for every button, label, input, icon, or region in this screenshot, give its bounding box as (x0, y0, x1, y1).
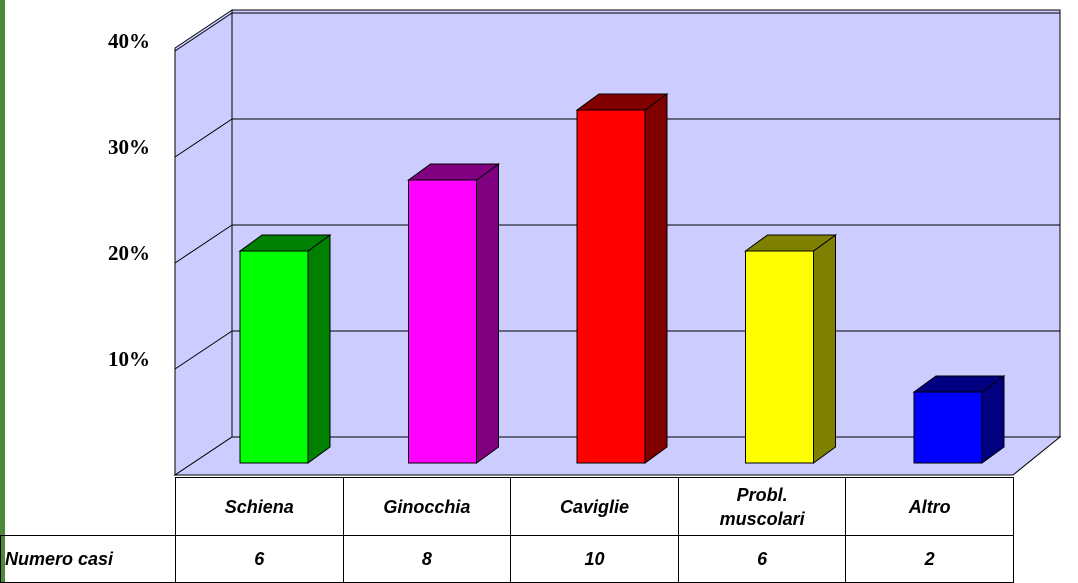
y-tick-label: 20% (108, 241, 150, 265)
side-border (0, 0, 5, 583)
y-tick-label: 40% (108, 29, 150, 53)
bar (239, 250, 309, 464)
category-cell: Probl. muscolari (677, 477, 847, 536)
count-cell-text: 6 (757, 549, 768, 569)
category-cell-text: Schiena (224, 496, 294, 517)
category-cell: Caviglie (510, 477, 679, 536)
count-cell-text: 8 (421, 549, 432, 569)
category-cell: Altro (845, 477, 1014, 536)
count-cell: 10 (510, 535, 679, 583)
category-cell: Ginocchia (342, 477, 512, 536)
count-cell: 8 (342, 535, 512, 583)
category-cell: Schiena (175, 477, 344, 536)
bar (913, 391, 983, 464)
category-cell-text: Caviglie (559, 496, 629, 517)
bar-side (813, 234, 836, 464)
grid-line (174, 12, 233, 52)
count-cell: 2 (845, 535, 1014, 583)
bar-side (644, 93, 668, 464)
row-label: Numero casi (0, 535, 176, 583)
y-tick-label: 30% (108, 135, 150, 159)
category-cell-text: Ginocchia (383, 496, 471, 517)
count-cell-text: 6 (254, 549, 265, 569)
bar (745, 250, 814, 464)
bar (576, 109, 646, 464)
count-cell: 6 (677, 535, 847, 583)
grid-line (174, 224, 233, 264)
grid-line (174, 330, 233, 370)
count-cell: 6 (175, 535, 344, 583)
count-cell-text: 2 (924, 549, 935, 569)
bar (408, 179, 477, 464)
bar-side (476, 162, 499, 464)
y-tick-label: 10% (108, 347, 150, 371)
category-cell-text: Probl. muscolari (719, 484, 805, 529)
category-cell-text: Altro (908, 496, 951, 517)
grid-line (174, 118, 233, 158)
count-cell-text: 10 (584, 549, 605, 569)
side-wall (174, 9, 233, 476)
row-label-text: Numero casi (5, 549, 114, 569)
bar-side (307, 234, 331, 464)
